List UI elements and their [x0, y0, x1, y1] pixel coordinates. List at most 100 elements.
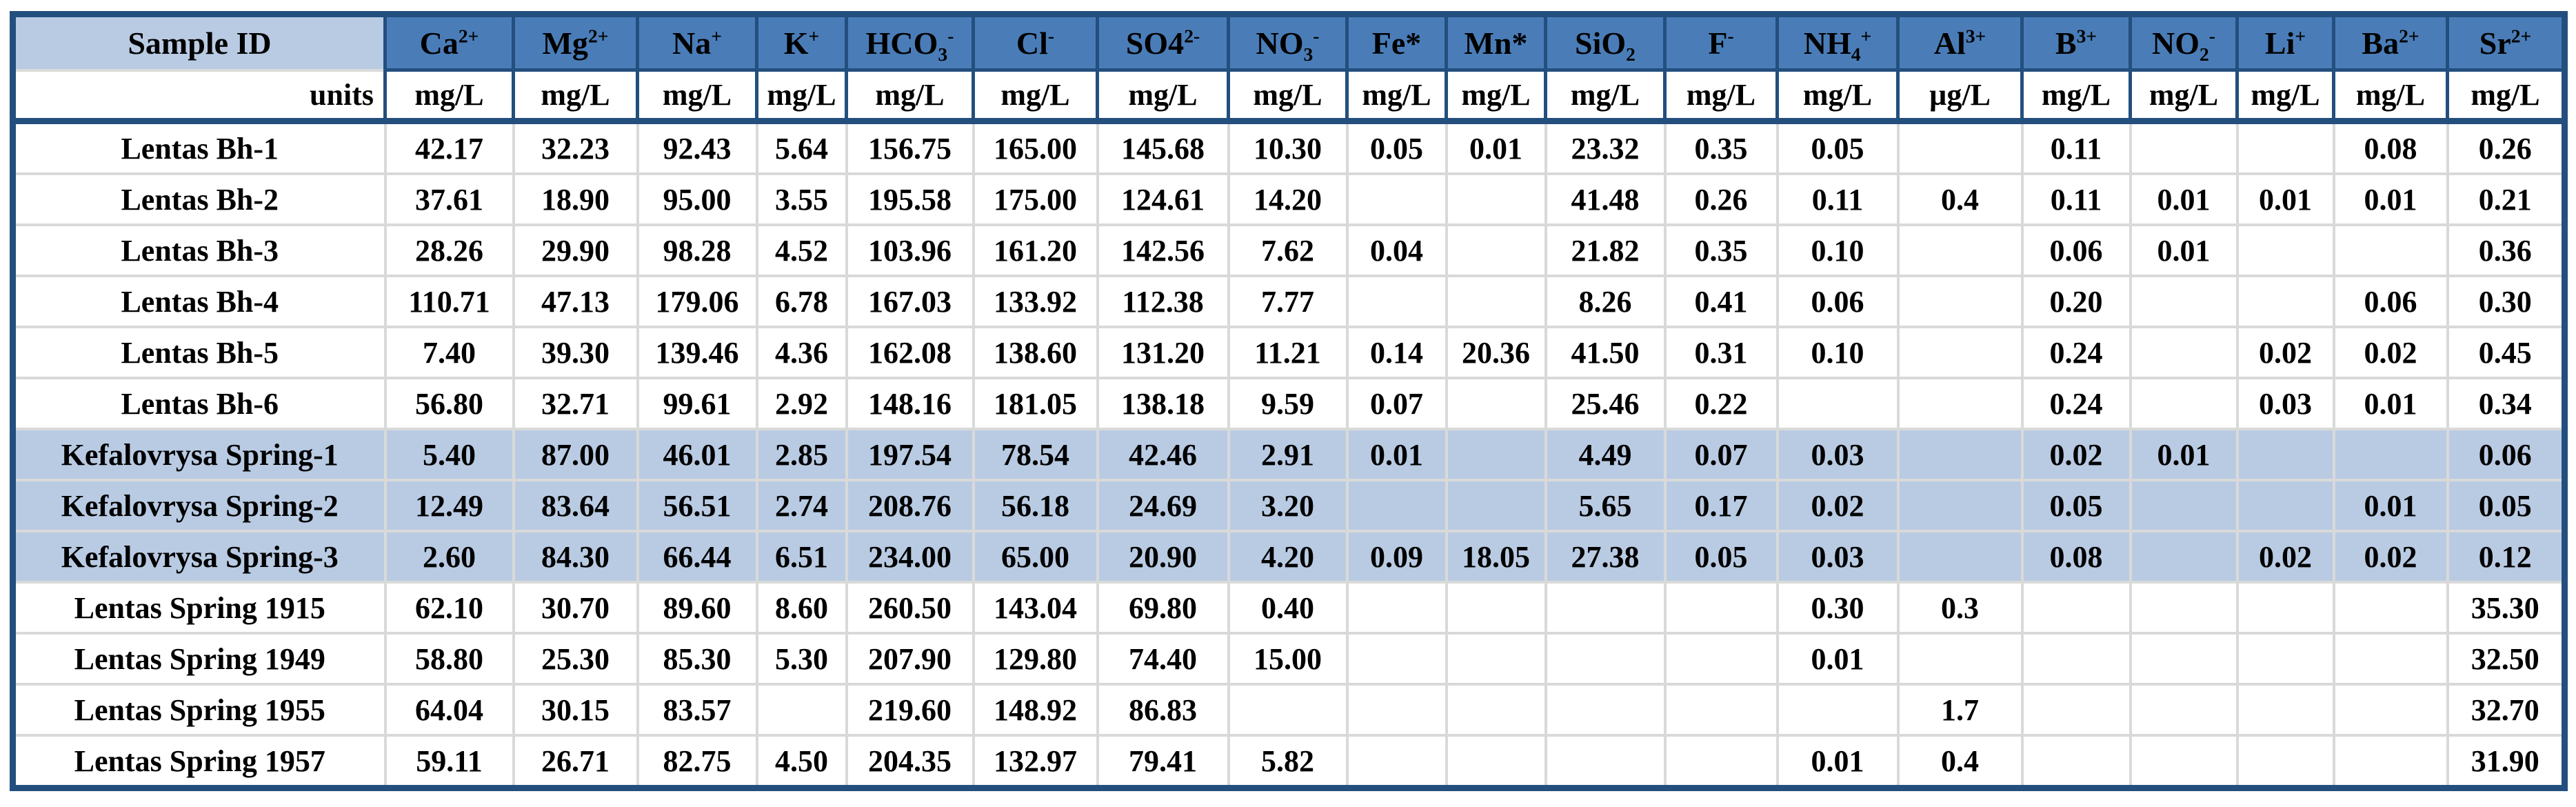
value-cell-mg: 30.15 — [512, 683, 639, 737]
value-cell-b: 0.08 — [2020, 530, 2132, 584]
value-cell-nh4 — [1775, 683, 1900, 737]
value-cell-na: 56.51 — [636, 479, 758, 532]
value-cell-al — [1896, 377, 2024, 430]
value-cell-so4: 86.83 — [1096, 683, 1230, 737]
header-cell-hco3: HCO3- — [845, 14, 975, 72]
sample-id-cell: Lentas Spring 1915 — [11, 581, 387, 635]
header-cell-sio2: SiO2 — [1544, 14, 1667, 72]
value-cell-f — [1663, 632, 1779, 686]
value-cell-f: 0.41 — [1663, 275, 1779, 328]
value-cell-no3: 2.91 — [1227, 428, 1349, 481]
value-cell-sio2: 21.82 — [1544, 223, 1667, 277]
value-cell-cl: 132.97 — [972, 734, 1099, 790]
sample-id-cell: Lentas Spring 1957 — [11, 734, 387, 790]
value-cell-ca: 64.04 — [383, 683, 515, 737]
value-cell-sr: 0.05 — [2446, 479, 2566, 532]
value-cell-sio2 — [1544, 632, 1667, 686]
value-cell-no2 — [2129, 734, 2239, 790]
header-cell-b: B3+ — [2020, 14, 2132, 72]
value-cell-mn: 0.01 — [1445, 119, 1547, 175]
value-cell-al — [1896, 632, 2024, 686]
value-cell-na: 179.06 — [636, 275, 758, 328]
value-cell-fe — [1345, 734, 1448, 790]
value-cell-mg: 39.30 — [512, 326, 639, 379]
header-cell-mn: Mn* — [1445, 14, 1547, 72]
value-cell-cl: 65.00 — [972, 530, 1099, 584]
value-cell-na: 92.43 — [636, 119, 758, 175]
value-cell-na: 66.44 — [636, 530, 758, 584]
value-cell-ba: 0.01 — [2332, 479, 2449, 532]
value-cell-fe — [1345, 683, 1448, 737]
value-cell-f: 0.35 — [1663, 223, 1779, 277]
value-cell-mn — [1445, 683, 1547, 737]
value-cell-fe — [1345, 581, 1448, 635]
value-cell-li — [2235, 479, 2335, 532]
value-cell-hco3: 204.35 — [845, 734, 975, 790]
value-cell-ba — [2332, 734, 2449, 790]
value-cell-al: 0.3 — [1896, 581, 2024, 635]
value-cell-no2: 0.01 — [2129, 428, 2239, 481]
value-cell-f: 0.17 — [1663, 479, 1779, 532]
value-cell-fe: 0.09 — [1345, 530, 1448, 584]
sample-id-cell: Lentas Spring 1955 — [11, 683, 387, 737]
table-row: Lentas Spring 1957 59.11 26.71 82.75 4.50 204… — [11, 734, 2566, 790]
value-cell-li: 0.02 — [2235, 530, 2335, 584]
value-cell-so4: 79.41 — [1096, 734, 1230, 790]
value-cell-mn: 18.05 — [1445, 530, 1547, 584]
value-cell-li — [2235, 734, 2335, 790]
unit-cell-so4: mg/L — [1096, 70, 1230, 124]
value-cell-no3: 7.77 — [1227, 275, 1349, 328]
value-cell-mg: 87.00 — [512, 428, 639, 481]
value-cell-fe: 0.01 — [1345, 428, 1448, 481]
value-cell-so4: 69.80 — [1096, 581, 1230, 635]
value-cell-b: 0.05 — [2020, 479, 2132, 532]
unit-cell-ca: mg/L — [383, 70, 515, 124]
value-cell-fe — [1345, 275, 1448, 328]
value-cell-k: 2.92 — [755, 377, 848, 430]
header-cell-ca: Ca2+ — [383, 14, 515, 72]
value-cell-no3: 7.62 — [1227, 223, 1349, 277]
unit-cell-hco3: mg/L — [845, 70, 975, 124]
value-cell-fe — [1345, 479, 1448, 532]
value-cell-ba — [2332, 581, 2449, 635]
value-cell-ca: 5.40 — [383, 428, 515, 481]
unit-cell-no3: mg/L — [1227, 70, 1349, 124]
value-cell-sr: 0.34 — [2446, 377, 2566, 430]
value-cell-no2 — [2129, 326, 2239, 379]
value-cell-k: 8.60 — [755, 581, 848, 635]
unit-cell-no2: mg/L — [2129, 70, 2239, 124]
value-cell-mn — [1445, 734, 1547, 790]
value-cell-sr: 0.45 — [2446, 326, 2566, 379]
table-row: Lentas Spring 1915 62.10 30.70 89.60 8.60 260… — [11, 581, 2566, 635]
value-cell-sio2: 41.50 — [1544, 326, 1667, 379]
value-cell-sio2 — [1544, 581, 1667, 635]
unit-cell-f: mg/L — [1663, 70, 1779, 124]
unit-cell-al: µg/L — [1896, 70, 2024, 124]
value-cell-f: 0.31 — [1663, 326, 1779, 379]
value-cell-hco3: 162.08 — [845, 326, 975, 379]
value-cell-sr: 31.90 — [2446, 734, 2566, 790]
value-cell-ca: 59.11 — [383, 734, 515, 790]
value-cell-f: 0.05 — [1663, 530, 1779, 584]
table-row: Lentas Bh-5 7.40 39.30 139.46 4.36 162.08 138.… — [11, 326, 2566, 379]
value-cell-no2 — [2129, 377, 2239, 430]
value-cell-cl: 78.54 — [972, 428, 1099, 481]
value-cell-f: 0.07 — [1663, 428, 1779, 481]
header-cell-sample-id: Sample ID — [12, 14, 387, 72]
value-cell-mg: 84.30 — [512, 530, 639, 584]
unit-cell-fe: mg/L — [1345, 70, 1448, 124]
value-cell-mn — [1445, 275, 1547, 328]
value-cell-sio2: 41.48 — [1544, 172, 1667, 226]
value-cell-fe: 0.07 — [1345, 377, 1448, 430]
value-cell-nh4: 0.01 — [1775, 632, 1900, 686]
value-cell-mn — [1445, 223, 1547, 277]
value-cell-ca: 28.26 — [383, 223, 515, 277]
unit-cell-sr: mg/L — [2446, 70, 2566, 124]
table-row: Lentas Bh-3 28.26 29.90 98.28 4.52 103.96 161.… — [11, 223, 2566, 277]
value-cell-b: 0.11 — [2020, 172, 2132, 226]
value-cell-li — [2235, 632, 2335, 686]
value-cell-nh4: 0.06 — [1775, 275, 1900, 328]
water-chemistry-table: Sample ID Ca2+ Mg2+ Na+ K+ HCO3- Cl- SO42- NO3- F… — [10, 11, 2568, 791]
value-cell-nh4: 0.11 — [1775, 172, 1900, 226]
value-cell-b: 0.06 — [2020, 223, 2132, 277]
